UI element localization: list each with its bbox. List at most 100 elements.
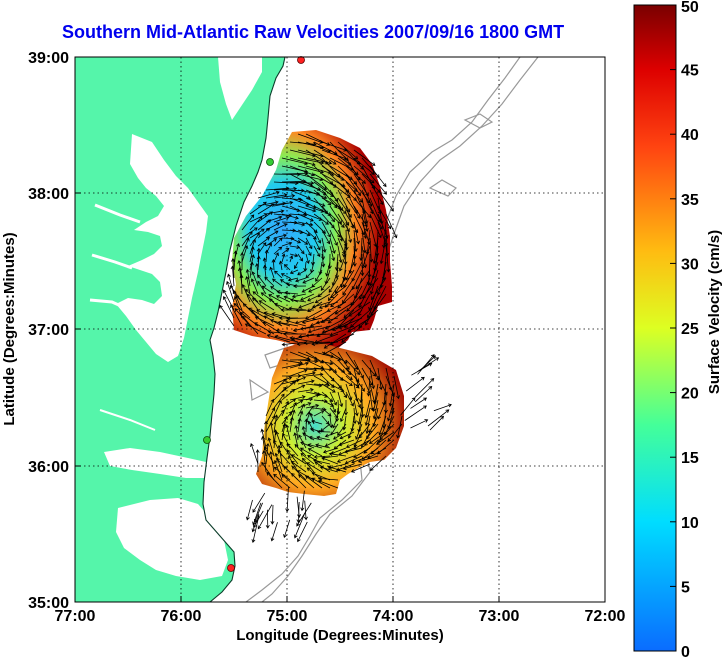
vector-arrow — [233, 250, 238, 271]
vector-arrow — [342, 463, 363, 471]
vector-arrow — [372, 391, 379, 412]
vector-arrow — [337, 351, 350, 370]
vector-arrow — [429, 415, 445, 431]
vector-arrow — [298, 474, 315, 489]
vector-arrow — [353, 399, 359, 417]
vector-arrow — [307, 443, 323, 449]
vector-arrow — [329, 229, 338, 247]
vector-arrow — [345, 261, 355, 281]
vector-arrow — [369, 261, 379, 287]
vector-arrow — [288, 306, 307, 311]
vector-arrow — [314, 293, 331, 304]
vector-arrow — [337, 141, 359, 160]
colorbar-tick-label: 0 — [681, 644, 690, 659]
vector-arrow — [232, 289, 243, 311]
vector-arrow — [303, 340, 331, 345]
vector-arrow — [313, 359, 334, 366]
vector-arrow — [281, 341, 307, 347]
vector-arrow — [324, 439, 339, 447]
colorbar-tick-label: 30 — [681, 256, 699, 273]
vector-arrow — [297, 417, 302, 433]
vector-arrow — [414, 378, 435, 398]
vector-arrow — [273, 386, 287, 401]
vector-arrow — [369, 165, 387, 188]
vector-arrow — [257, 203, 275, 215]
vector-arrow — [251, 515, 260, 543]
x-tick-label: 75:00 — [267, 608, 308, 625]
vector-arrow — [241, 245, 249, 263]
vector-arrow — [365, 301, 379, 326]
vector-arrow — [313, 399, 328, 404]
vector-arrow — [250, 442, 259, 465]
vector-arrow — [353, 205, 368, 228]
vector-arrow — [350, 463, 371, 473]
vector-arrow — [297, 205, 317, 213]
vector-arrow — [269, 451, 275, 473]
vector-arrow — [289, 401, 297, 417]
vector-arrow — [273, 200, 294, 207]
colorbar-tick-label: 45 — [681, 63, 699, 80]
vector-arrow — [316, 429, 331, 434]
vector-arrow — [301, 317, 323, 324]
vector-arrow — [308, 285, 323, 293]
pamlico-sound — [116, 498, 228, 580]
vector-arrow — [271, 312, 291, 319]
vector-arrow — [289, 165, 316, 177]
vector-arrow — [297, 387, 314, 393]
vector-arrow — [342, 277, 355, 296]
vector-arrow — [257, 280, 267, 295]
vector-arrow — [379, 237, 387, 265]
vector-arrow — [305, 269, 315, 279]
vector-arrow — [281, 213, 299, 220]
vector-arrow — [307, 448, 323, 457]
vector-arrow — [233, 303, 251, 319]
vector-arrow — [305, 372, 324, 377]
vector-arrow — [289, 253, 299, 258]
vector-arrow — [300, 293, 315, 301]
vector-arrow — [344, 447, 363, 454]
vector-arrow — [280, 308, 298, 313]
colorbar-tick-label: 20 — [681, 386, 699, 403]
velocity-vectors — [219, 133, 452, 543]
vector-arrow — [364, 399, 371, 419]
vector-arrow — [352, 407, 357, 425]
vector-arrow — [273, 378, 287, 393]
colorbar-tick-label: 25 — [681, 321, 699, 338]
vector-arrow — [345, 375, 360, 389]
vector-arrow — [379, 423, 395, 441]
vector-arrow — [330, 285, 347, 299]
vector-arrow — [321, 253, 326, 268]
colorbar-tick-label: 5 — [681, 579, 690, 596]
vector-arrow — [290, 298, 307, 303]
vector-arrow — [353, 221, 360, 245]
vector-arrow — [311, 341, 339, 347]
vector-arrow — [313, 237, 321, 251]
vector-arrow — [255, 449, 260, 473]
vector-arrow — [281, 171, 309, 176]
vector-arrow — [353, 375, 365, 392]
vector-arrow — [305, 165, 332, 175]
x-tick-label: 72:00 — [585, 608, 626, 625]
vector-arrow — [241, 230, 253, 247]
vector-arrow — [273, 233, 287, 239]
vector-arrow — [297, 245, 305, 255]
vector-arrow — [281, 423, 287, 441]
vector-arrow — [296, 470, 315, 481]
vector-arrow — [378, 415, 387, 436]
vector-arrow — [289, 213, 308, 218]
vector-arrow — [288, 455, 299, 473]
vector-arrow — [364, 407, 371, 427]
vector-arrow — [393, 375, 400, 400]
vector-arrow — [249, 201, 267, 215]
vector-arrow — [313, 375, 330, 385]
vector-arrow — [294, 261, 299, 270]
vector-arrow — [269, 266, 275, 279]
vector-arrow — [273, 399, 282, 417]
vector-arrow — [306, 462, 323, 473]
y-tick-label: 36:00 — [28, 459, 69, 476]
vector-arrow — [226, 280, 235, 303]
y-tick-label: 37:00 — [28, 322, 69, 339]
vector-arrow — [275, 431, 283, 449]
vector-arrow — [297, 371, 316, 377]
